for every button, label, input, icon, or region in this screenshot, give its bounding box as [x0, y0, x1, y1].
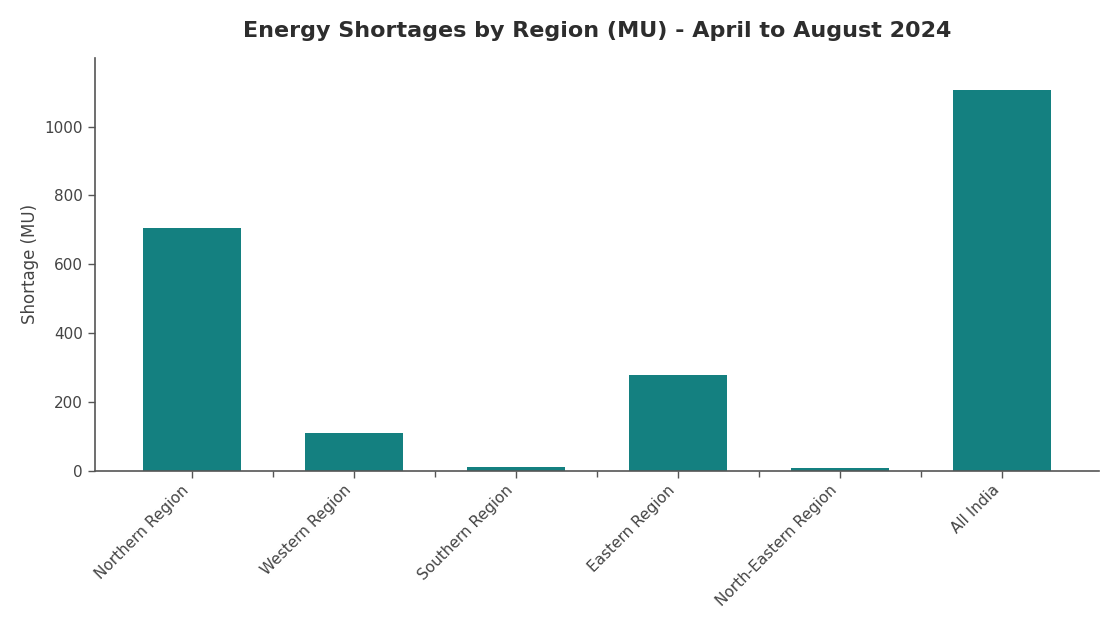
Bar — [953, 90, 1051, 471]
Bar — [467, 467, 564, 471]
Bar — [143, 228, 241, 471]
Bar — [792, 468, 888, 471]
Bar — [629, 375, 727, 471]
Y-axis label: Shortage (MU): Shortage (MU) — [21, 204, 39, 324]
Title: Energy Shortages by Region (MU) - April to August 2024: Energy Shortages by Region (MU) - April … — [243, 21, 951, 41]
Bar — [306, 433, 402, 471]
